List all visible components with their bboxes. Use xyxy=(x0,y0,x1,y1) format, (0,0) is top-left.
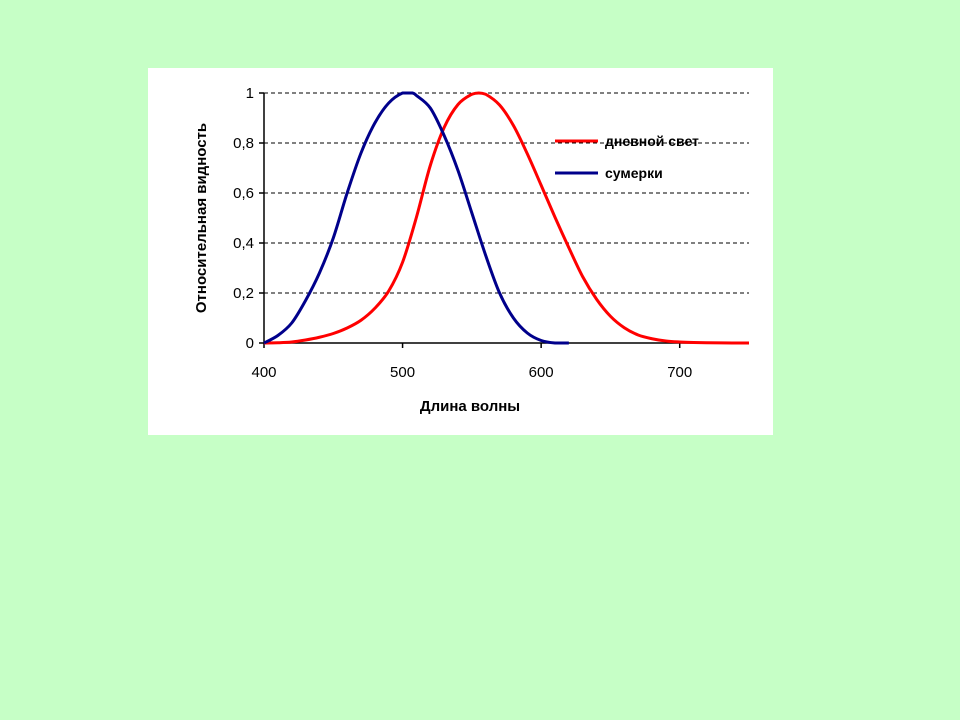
x-tick-label: 700 xyxy=(667,364,692,381)
chart-panel: 0 0,2 0,4 0,6 0,8 1 400 500 600 700 Длина волны О… xyxy=(148,68,773,435)
x-tick-label: 500 xyxy=(390,364,415,381)
legend-label-daylight: дневной свет xyxy=(605,133,699,149)
x-tick-label: 600 xyxy=(529,364,554,381)
y-tick-label: 0,6 xyxy=(233,185,254,202)
x-axis-title: Длина волны xyxy=(420,398,520,415)
y-tick-label: 0 xyxy=(246,335,254,352)
grid-lines xyxy=(264,92,749,294)
luminosity-chart: 0 0,2 0,4 0,6 0,8 1 400 500 600 700 Длина волны О… xyxy=(193,85,750,415)
legend-label-twilight: сумерки xyxy=(605,165,663,181)
axes xyxy=(263,93,749,344)
tick-marks: 0 0,2 0,4 0,6 0,8 1 400 500 600 700 xyxy=(233,85,692,381)
y-tick-label: 0,4 xyxy=(233,235,254,252)
y-tick-label: 1 xyxy=(246,85,254,102)
series-lines xyxy=(263,91,750,345)
series-line-daylight xyxy=(263,91,750,345)
y-tick-label: 0,8 xyxy=(233,135,254,152)
series-line-twilight xyxy=(263,91,569,345)
y-axis-title: Относительная видность xyxy=(193,123,210,313)
y-tick-label: 0,2 xyxy=(233,285,254,302)
legend: дневной свет сумерки xyxy=(555,133,699,181)
x-tick-label: 400 xyxy=(251,364,276,381)
